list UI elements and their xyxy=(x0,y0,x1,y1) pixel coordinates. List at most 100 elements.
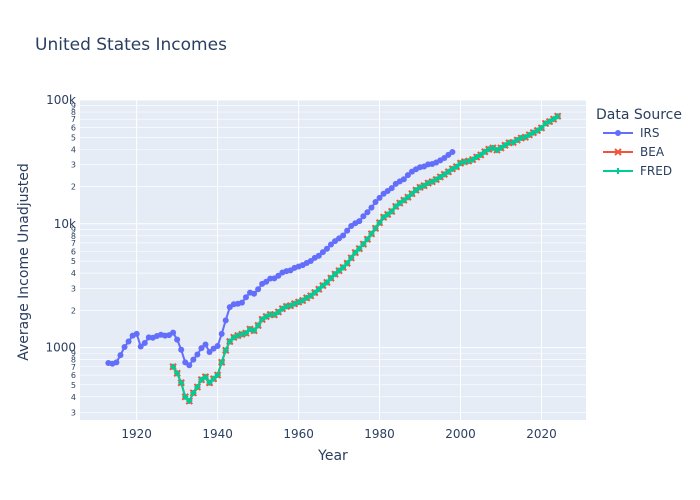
data-point-fred xyxy=(534,127,541,134)
data-point-irs xyxy=(222,317,229,324)
data-point-fred xyxy=(178,379,185,386)
y-minor-tick-label: 7 xyxy=(71,239,76,248)
data-point-fred xyxy=(332,271,339,278)
data-point-fred xyxy=(287,302,294,309)
data-point-irs xyxy=(174,336,181,343)
data-point-fred xyxy=(251,327,258,334)
data-point-fred xyxy=(170,363,177,370)
data-point-fred xyxy=(263,313,270,320)
data-point-irs xyxy=(214,342,221,349)
data-point-fred xyxy=(538,124,545,131)
data-point-fred xyxy=(396,200,403,207)
data-point-fred xyxy=(323,279,330,286)
data-point-fred xyxy=(502,142,509,149)
data-point-fred xyxy=(348,254,355,261)
y-minor-tick-label: 5 xyxy=(71,381,76,390)
data-point-irs xyxy=(113,359,120,366)
legend-item-bea: BEA xyxy=(603,145,665,159)
data-point-fred xyxy=(473,154,480,161)
data-point-fred xyxy=(311,289,318,296)
data-point-fred xyxy=(465,158,472,165)
data-point-fred xyxy=(530,129,537,136)
y-axis-title: Average Income Unadjusted xyxy=(16,163,32,361)
data-point-irs xyxy=(368,204,375,211)
x-tick-label: 1980 xyxy=(364,427,395,441)
data-point-fred xyxy=(380,214,387,221)
data-point-fred xyxy=(445,168,452,175)
data-point-fred xyxy=(206,379,213,386)
data-point-fred xyxy=(198,376,205,383)
data-point-irs xyxy=(121,344,128,351)
y-minor-tick-label: 7 xyxy=(71,363,76,372)
data-point-irs xyxy=(206,349,213,356)
data-point-fred xyxy=(182,393,189,400)
data-point-fred xyxy=(210,375,217,382)
data-point-irs xyxy=(315,252,322,259)
y-minor-tick-label: 9 xyxy=(71,349,76,358)
y-tick-label: 1000 xyxy=(45,341,76,355)
data-point-irs xyxy=(319,249,326,256)
y-minor-tick-label: 3 xyxy=(71,285,76,294)
data-point-irs xyxy=(404,172,411,179)
x-tick-label: 1940 xyxy=(202,427,233,441)
y-minor-tick-label: 4 xyxy=(71,269,76,278)
data-point-irs xyxy=(202,341,209,348)
data-point-irs xyxy=(360,213,367,220)
data-point-irs xyxy=(190,356,197,363)
data-point-irs xyxy=(255,286,262,293)
legend-swatch-marker xyxy=(615,168,621,174)
data-point-fred xyxy=(222,347,229,354)
data-point-fred xyxy=(202,373,209,380)
data-point-fred xyxy=(194,384,201,391)
data-point-fred xyxy=(453,163,460,170)
data-point-irs xyxy=(340,232,347,239)
data-point-irs xyxy=(117,352,124,359)
data-point-irs xyxy=(137,343,144,350)
data-point-fred xyxy=(303,294,310,301)
x-tick-label: 1960 xyxy=(283,427,314,441)
data-point-fred xyxy=(279,305,286,312)
series-layer xyxy=(105,112,562,405)
data-point-fred xyxy=(174,370,181,377)
data-point-irs xyxy=(372,198,379,205)
data-point-fred xyxy=(214,372,221,379)
data-point-fred xyxy=(356,245,363,252)
data-point-fred xyxy=(315,286,322,293)
x-tick-label: 2020 xyxy=(526,427,557,441)
data-point-fred xyxy=(489,144,496,151)
data-point-fred xyxy=(336,267,343,274)
data-point-fred xyxy=(259,316,266,323)
data-point-irs xyxy=(170,329,177,336)
data-point-fred xyxy=(368,230,375,237)
series-fred xyxy=(170,113,561,405)
data-point-fred xyxy=(477,151,484,158)
data-point-fred xyxy=(226,338,233,345)
data-point-irs xyxy=(141,339,148,346)
series-irs xyxy=(105,149,456,369)
y-minor-tick-label: 2 xyxy=(71,183,76,192)
y-minor-tick-label: 8 xyxy=(71,232,76,241)
data-point-fred xyxy=(327,275,334,282)
y-minor-tick-label: 3 xyxy=(71,161,76,170)
data-point-fred xyxy=(526,131,533,138)
data-point-fred xyxy=(412,187,419,194)
data-point-fred xyxy=(230,334,237,341)
data-point-irs xyxy=(198,345,205,352)
data-point-fred xyxy=(457,160,464,167)
y-minor-tick-label: 8 xyxy=(71,356,76,365)
data-point-irs xyxy=(251,290,258,297)
data-point-irs xyxy=(125,338,132,345)
data-point-fred xyxy=(425,180,432,187)
y-minor-tick-label: 2 xyxy=(71,306,76,315)
data-point-irs xyxy=(178,346,185,353)
y-minor-tick-label: 6 xyxy=(71,247,76,256)
data-point-fred xyxy=(275,308,282,315)
data-point-fred xyxy=(550,116,557,123)
data-point-fred xyxy=(546,118,553,125)
data-point-irs xyxy=(364,209,371,216)
data-point-fred xyxy=(417,184,424,191)
data-point-fred xyxy=(433,176,440,183)
data-point-fred xyxy=(376,219,383,226)
data-point-fred xyxy=(429,178,436,185)
